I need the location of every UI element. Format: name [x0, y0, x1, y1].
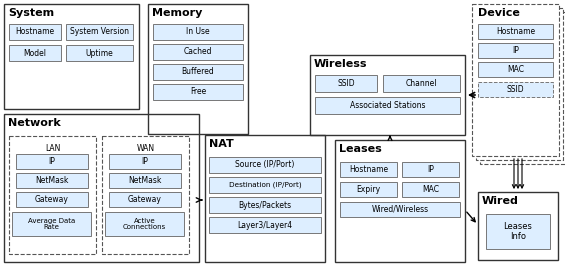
Bar — [340, 162, 397, 177]
Text: Channel: Channel — [406, 79, 437, 88]
Bar — [16, 154, 88, 169]
Text: SSID: SSID — [337, 79, 355, 88]
Text: Device: Device — [478, 8, 520, 18]
Bar — [335, 140, 465, 262]
Bar — [478, 43, 553, 58]
Text: Associated Stations: Associated Stations — [350, 101, 425, 110]
Text: SSID: SSID — [507, 85, 524, 94]
Text: System Version: System Version — [70, 28, 129, 36]
Bar — [310, 55, 465, 135]
Text: Free: Free — [190, 87, 206, 96]
Bar — [209, 197, 321, 213]
Text: Uptime: Uptime — [86, 49, 114, 58]
Bar — [402, 162, 459, 177]
Bar — [315, 97, 460, 114]
Bar — [12, 212, 91, 236]
Text: Gateway: Gateway — [128, 195, 162, 204]
Text: Source (IP/Port): Source (IP/Port) — [235, 161, 295, 169]
Bar — [9, 24, 61, 40]
Text: LAN: LAN — [45, 144, 60, 153]
Text: NAT: NAT — [209, 139, 234, 149]
Bar — [480, 12, 565, 164]
Bar — [205, 135, 325, 262]
Bar — [153, 84, 243, 100]
Text: Average Data
Rate: Average Data Rate — [28, 218, 75, 230]
Text: Active
Connections: Active Connections — [123, 218, 166, 230]
Bar — [16, 173, 88, 188]
Bar — [109, 154, 181, 169]
Text: Wired/Wireless: Wired/Wireless — [371, 205, 429, 214]
Bar — [102, 136, 189, 254]
Text: Hostname: Hostname — [349, 165, 388, 174]
Text: Wired: Wired — [482, 196, 519, 206]
Text: Gateway: Gateway — [35, 195, 69, 204]
Bar — [340, 202, 460, 217]
Bar — [486, 214, 550, 249]
Text: Buffered: Buffered — [181, 68, 214, 76]
Text: NetMask: NetMask — [128, 176, 162, 185]
Text: Bytes/Packets: Bytes/Packets — [238, 200, 292, 210]
Text: Cached: Cached — [184, 47, 212, 57]
Text: IP: IP — [49, 157, 55, 166]
Bar — [153, 24, 243, 40]
Bar — [476, 8, 563, 160]
Text: Layer3/Layer4: Layer3/Layer4 — [237, 221, 293, 229]
Bar — [9, 136, 96, 254]
Bar — [105, 212, 184, 236]
Bar — [478, 62, 553, 77]
Text: Leases: Leases — [339, 144, 382, 154]
Text: In Use: In Use — [186, 28, 210, 36]
Bar — [209, 157, 321, 173]
Text: System: System — [8, 8, 54, 18]
Text: Expiry: Expiry — [357, 185, 381, 194]
Text: Destination (IP/Port): Destination (IP/Port) — [229, 182, 301, 188]
Text: IP: IP — [427, 165, 434, 174]
Bar — [340, 182, 397, 197]
Bar — [153, 44, 243, 60]
Bar — [109, 173, 181, 188]
Bar — [153, 64, 243, 80]
Text: Hostname: Hostname — [496, 27, 535, 36]
Bar — [209, 217, 321, 233]
Bar — [315, 75, 377, 92]
Text: WAN: WAN — [136, 144, 155, 153]
Text: Leases
Info: Leases Info — [503, 222, 532, 241]
Bar — [16, 192, 88, 207]
Text: Network: Network — [8, 118, 61, 128]
Bar — [4, 4, 139, 109]
Text: NetMask: NetMask — [35, 176, 69, 185]
Text: Model: Model — [24, 49, 46, 58]
Text: IP: IP — [142, 157, 149, 166]
Bar — [109, 192, 181, 207]
Bar — [66, 24, 133, 40]
Bar — [148, 4, 248, 134]
Text: MAC: MAC — [422, 185, 439, 194]
Bar — [4, 114, 199, 262]
Bar — [9, 45, 61, 61]
Bar — [478, 82, 553, 97]
Bar — [209, 177, 321, 193]
Bar — [478, 192, 558, 260]
Text: MAC: MAC — [507, 65, 524, 74]
Bar — [383, 75, 460, 92]
Text: Memory: Memory — [152, 8, 202, 18]
Text: Wireless: Wireless — [314, 59, 367, 69]
Bar — [66, 45, 133, 61]
Text: IP: IP — [512, 46, 519, 55]
Text: Hostname: Hostname — [15, 28, 55, 36]
Bar — [402, 182, 459, 197]
Bar — [478, 24, 553, 39]
Bar — [472, 4, 559, 156]
